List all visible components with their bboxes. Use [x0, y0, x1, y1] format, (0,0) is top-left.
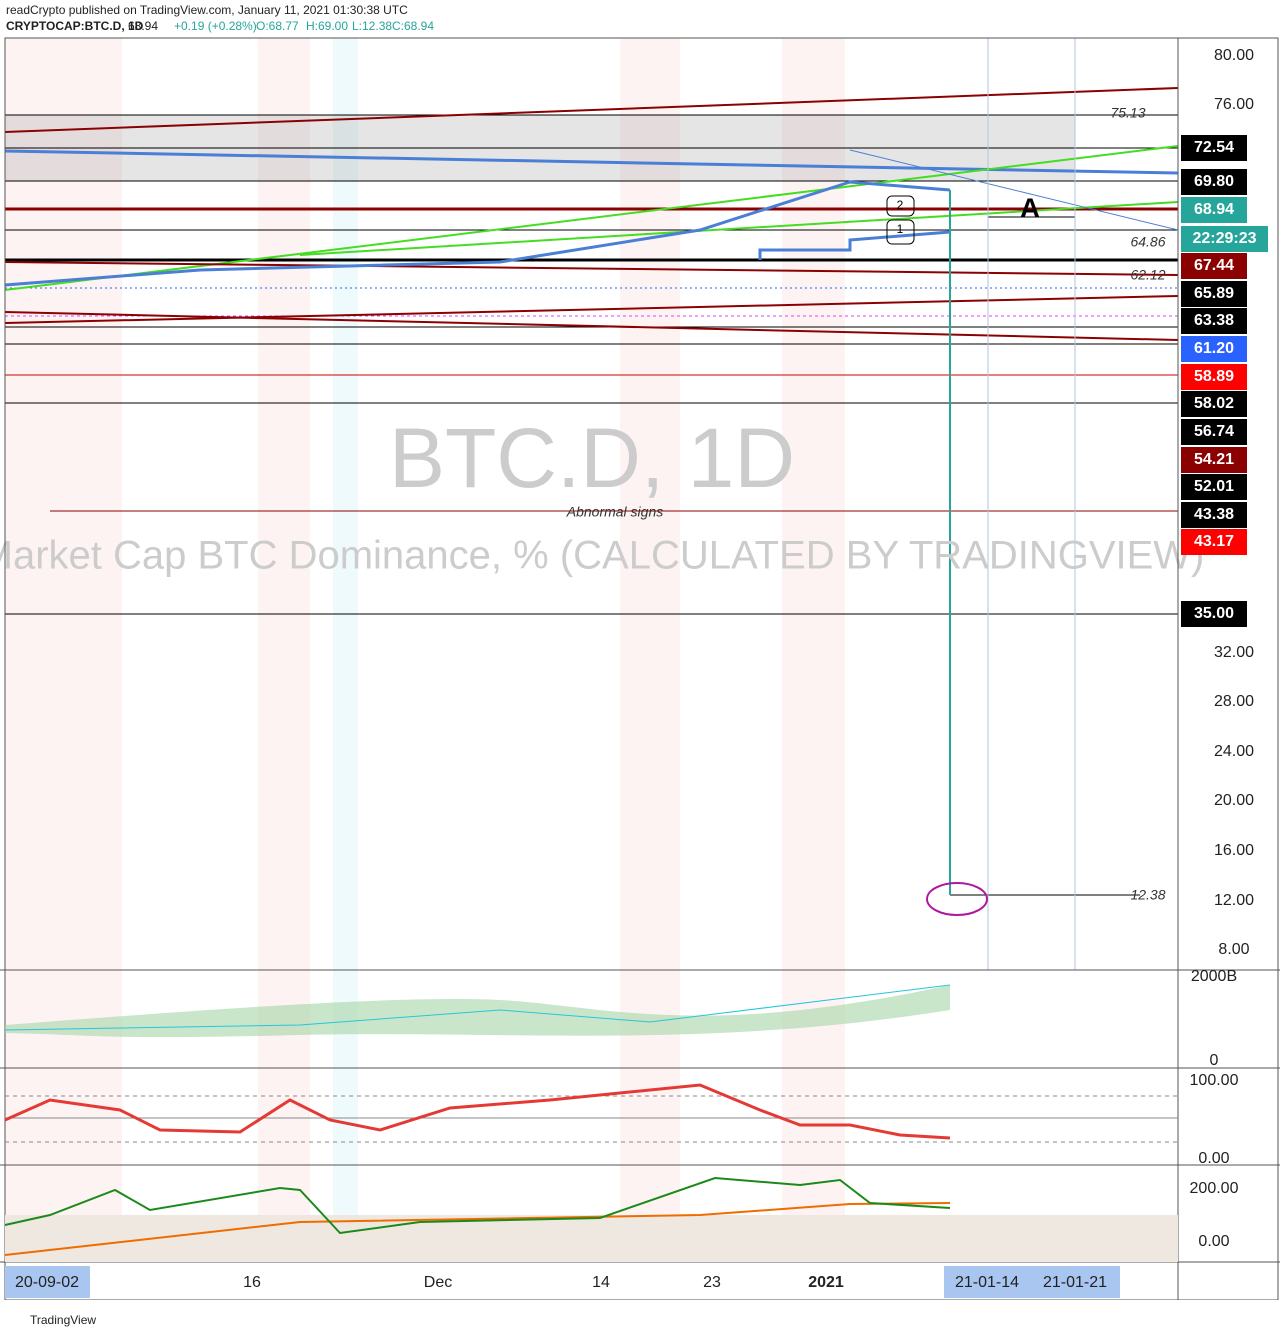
price-tag: [1181, 364, 1247, 390]
price-axis-label: 12.00: [1214, 892, 1254, 909]
price-axis-label: 24.00: [1214, 743, 1254, 760]
annotation: 62.12: [1130, 267, 1165, 283]
open: O:68.77: [256, 19, 299, 33]
time-axis-label: 16: [243, 1274, 261, 1291]
price-tag: [1181, 502, 1247, 528]
pane-axis-label: 100.00: [1190, 1072, 1239, 1089]
annotation: 2: [897, 198, 904, 212]
pane-axis-label: 0: [1210, 1052, 1219, 1069]
price-tag: [1181, 601, 1247, 627]
price-tag: [1181, 474, 1247, 500]
time-tag: [944, 1266, 1120, 1298]
time-axis-label: 14: [592, 1274, 610, 1291]
time-axis-label: 20-09-02: [15, 1274, 79, 1291]
footer-bg: [0, 1300, 1280, 1338]
price-tag: [1181, 197, 1247, 223]
pane-axis-label: 2000B: [1191, 968, 1237, 985]
price-tag-label: 72.54: [1194, 139, 1234, 156]
change: +0.19 (+0.28%): [174, 19, 257, 33]
trendlines: [4, 38, 1179, 970]
price-tag-label: 35.00: [1194, 605, 1234, 622]
price-axis-label: 20.00: [1214, 792, 1254, 809]
price-tag-label: 67.44: [1194, 257, 1234, 274]
price-tag-label: 69.80: [1194, 173, 1234, 190]
panes: [0, 37, 1280, 1301]
price-axis-label: 80.00: [1214, 47, 1254, 64]
price-axis-label: 8.00: [1218, 941, 1249, 958]
price-tag-label: 56.74: [1194, 423, 1234, 440]
price-tag-label: 52.01: [1194, 478, 1234, 495]
price-axis-label: 32.00: [1214, 644, 1254, 661]
last: 68.94: [128, 19, 158, 33]
annotation: 75.13: [1110, 105, 1145, 121]
price-tag: [1181, 281, 1247, 307]
time-axis-label: 21-01-14: [955, 1274, 1019, 1291]
price-tag-label: 43.17: [1194, 533, 1234, 550]
price-tag-label: 68.94: [1194, 201, 1234, 218]
time-axis-label: 2021: [808, 1274, 844, 1291]
price-tag: [1181, 336, 1247, 362]
price-tag: [1181, 419, 1247, 445]
annotation: 64.86: [1130, 234, 1165, 250]
time-axis-label: 21-01-21: [1043, 1274, 1107, 1291]
annotation: 1: [897, 222, 904, 236]
pane-axis-label: 0.00: [1198, 1233, 1229, 1250]
price-tag-label: 54.21: [1194, 451, 1234, 468]
price-axis-label: 28.00: [1214, 693, 1254, 710]
time-axis-label: Dec: [424, 1274, 452, 1291]
close: C:68.94: [392, 19, 434, 33]
annotation: Abnormal signs: [566, 504, 664, 520]
pane-axis-label: 200.00: [1190, 1180, 1239, 1197]
price-tag: [1181, 529, 1247, 555]
publisher: readCrypto published on TradingView.com,…: [6, 3, 408, 17]
price-tag-label: 63.38: [1194, 312, 1234, 329]
watermark-description: Market Cap BTC Dominance, % (CALCULATED …: [0, 534, 1204, 578]
footer: TradingView: [30, 1313, 96, 1327]
time-tag: [5, 1266, 90, 1298]
price-tag: [1181, 447, 1247, 473]
bands: [5, 38, 845, 1262]
low: L:12.38: [352, 19, 392, 33]
price-tag-label: 43.38: [1194, 506, 1234, 523]
price-tag-label: 58.02: [1194, 395, 1234, 412]
price-tag: [1181, 226, 1268, 252]
price-tag: [1181, 169, 1247, 195]
header: readCrypto published on TradingView.com,…: [6, 3, 434, 33]
pane-axis-label: 0.00: [1198, 1150, 1229, 1167]
price-tag: [1181, 135, 1247, 161]
high: H:69.00: [306, 19, 348, 33]
price-axis-label: 16.00: [1214, 842, 1254, 859]
price-axis-label: 76.00: [1214, 96, 1254, 113]
price-tag-label: 22:29:23: [1192, 230, 1256, 247]
price-tag-label: 65.89: [1194, 285, 1234, 302]
time-axis-label: 23: [703, 1274, 721, 1291]
price-tag: [1181, 391, 1247, 417]
price-tag-label: 61.20: [1194, 340, 1234, 357]
symbol: CRYPTOCAP:BTC.D, 1D: [6, 19, 144, 33]
annotation: 12.38: [1130, 887, 1165, 903]
annotation: A: [1020, 192, 1040, 223]
levels: [5, 114, 1178, 896]
price-tag-label: 58.89: [1194, 368, 1234, 385]
watermark-symbol: BTC.D, 1D: [389, 411, 795, 505]
price-tag: [1181, 253, 1247, 279]
price-tag: [1181, 308, 1247, 334]
